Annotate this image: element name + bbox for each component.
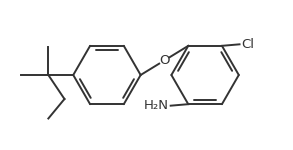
Text: O: O xyxy=(159,54,170,67)
Text: Cl: Cl xyxy=(241,38,254,51)
Text: H₂N: H₂N xyxy=(144,99,169,112)
